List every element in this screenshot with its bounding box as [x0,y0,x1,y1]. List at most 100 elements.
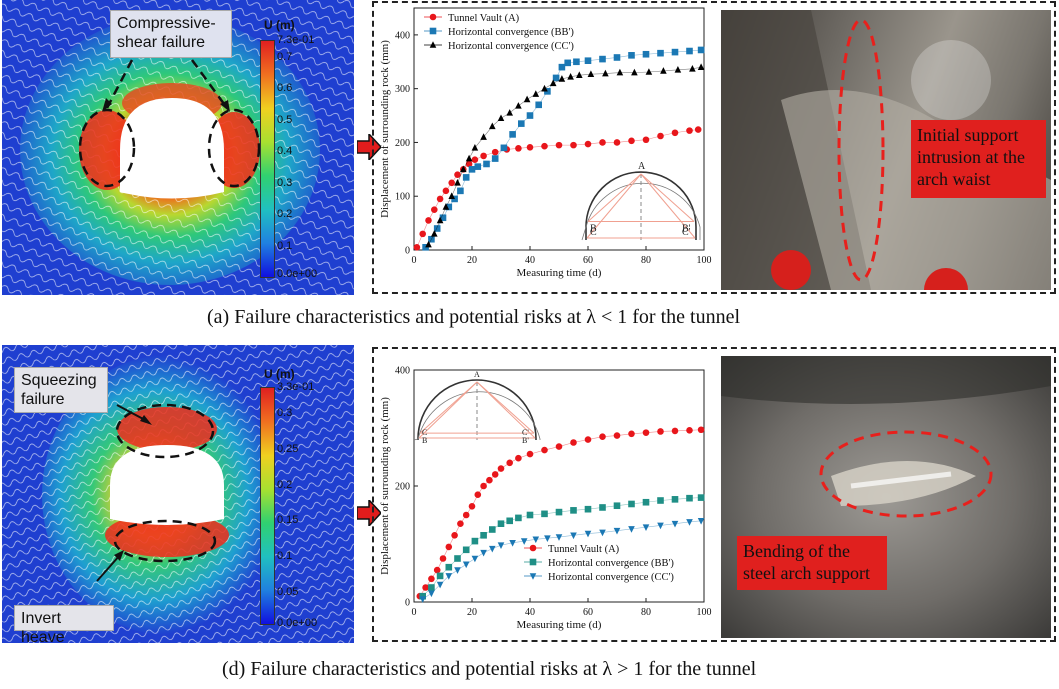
annotation-compressive-shear: Compressive- shear failure [110,10,232,58]
colorbar-d [260,387,275,625]
inset-diagonal [587,173,642,222]
y-tick-label: 300 [395,84,410,95]
data-point [584,436,592,443]
inset-label: A [474,370,480,379]
tunnel-photo-d: Bending of the steel arch support [721,356,1051,638]
data-point [613,502,621,510]
data-point [497,520,505,527]
series-2 [419,518,705,603]
series-2 [425,63,705,248]
legend-label: Tunnel Vault (A) [448,13,520,24]
data-point [552,74,560,82]
inset-label: B [422,436,427,445]
data-point [480,549,487,557]
legend-label: Tunnel Vault (A) [548,544,620,555]
data-point [436,195,444,203]
data-point [500,144,508,152]
data-point [419,230,426,238]
x-tick-label: 40 [525,607,535,618]
data-point [599,139,606,146]
data-point [541,510,548,518]
data-point [535,101,542,109]
inset-diagonal [476,381,536,439]
data-point [480,532,487,539]
series-1 [419,494,705,600]
caption-a: (a) Failure characteristics and potentia… [207,306,741,328]
data-point [509,540,516,547]
x-tick-label: 0 [412,607,417,618]
data-point [491,155,499,162]
data-point [642,136,650,144]
legend-marker [429,13,437,21]
y-tick-label: 200 [395,138,410,149]
x-tick-label: 40 [525,255,535,266]
data-point [431,206,438,213]
data-point [642,429,650,436]
data-point [558,63,566,71]
data-point [532,536,540,544]
data-point [506,459,513,467]
data-point [428,584,435,591]
data-point [462,511,470,519]
data-point [564,59,571,67]
inset-label: C [422,428,427,437]
displacement-contour-plot-a [2,0,354,295]
data-point [419,596,426,603]
data-point [613,432,621,439]
data-point [471,537,479,545]
data-point [584,505,592,513]
data-point [413,244,421,251]
data-point [657,428,664,435]
data-point [442,187,450,195]
data-point [555,534,563,541]
data-point [660,67,667,74]
data-point [584,57,592,65]
data-point [442,203,450,210]
y-tick-label: 0 [405,246,410,257]
data-point [457,520,464,527]
caption-d: (d) Failure characteristics and potentia… [222,658,757,680]
data-point [480,152,487,160]
plot-area-frame [413,7,705,251]
legend-marker [429,27,437,35]
data-point [428,590,435,598]
data-point [433,225,441,232]
data-point [671,427,679,435]
legend-marker [429,41,437,48]
data-point [480,133,487,140]
arrow-d [357,500,381,526]
data-point [616,68,624,76]
data-point [419,592,426,600]
data-point [471,156,479,163]
data-point [628,526,635,533]
y-axis-label: Displacement of surrounding rock (mm) [379,397,391,575]
y-tick-label: 400 [395,366,410,377]
annotation-squeezing: Squeezing failure [14,367,108,413]
colorbar-title-a: U (m) [264,18,295,32]
failure-ellipse-top-d [115,403,215,459]
data-point [697,426,705,434]
data-point [570,507,577,514]
x-tick-label: 80 [641,255,651,266]
data-point [628,137,635,145]
data-point [671,496,679,503]
data-point [570,141,577,149]
data-point [489,526,496,533]
data-point [445,563,453,571]
data-point [480,482,487,490]
tunnel-cross-section-inset: A B B' C C' [581,161,701,241]
data-point [506,109,513,116]
x-tick-label: 20 [467,607,477,618]
displacement-chart-a: A B B' C C' 0 20 40 60 80 100 0 100 200 300 400 Measurin… [379,7,712,279]
simulation-contour-d: Squeezing failure Invert heave U (m) 3.3… [2,345,354,643]
data-point [631,68,638,76]
data-point [428,575,435,583]
inset-arch-outer [413,391,541,441]
data-point [526,450,534,458]
data-point [497,465,505,472]
inset-label: A [638,161,646,172]
data-point [436,572,444,580]
data-point [471,144,479,151]
data-point [457,187,464,195]
y-axis-label: Displacement of surrounding rock (mm) [379,40,391,218]
